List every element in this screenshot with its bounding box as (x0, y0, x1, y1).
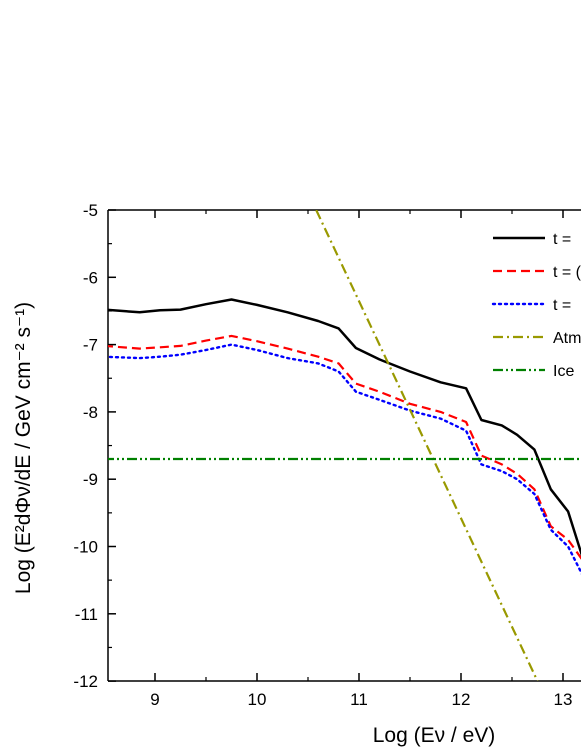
y-tick-label: -5 (83, 201, 98, 220)
series-layer (108, 210, 581, 681)
x-tick-label: 13 (554, 690, 573, 709)
y-tick-label: -6 (83, 268, 98, 287)
x-tick-label: 12 (452, 690, 471, 709)
legend-label-2: t = ( (553, 264, 581, 281)
y-tick-label: -12 (73, 672, 98, 691)
y-tick-label: -10 (73, 538, 98, 557)
legend-label-3: t = (553, 297, 571, 314)
y-tick-label: -11 (75, 605, 98, 624)
legend-label-4: Atm (553, 330, 581, 347)
plot-frame (107, 209, 581, 682)
legend-label-1: t = (553, 231, 571, 248)
legend-label-5: Ice (553, 363, 574, 380)
x-tick-label: 10 (248, 690, 267, 709)
y-tick-label: -7 (83, 336, 98, 355)
x-tick-label: 11 (350, 690, 368, 709)
y-axis-label: Log (E²dΦν/dE / GeV cm⁻² s⁻¹) (12, 302, 35, 594)
series-line-4 (315, 210, 539, 681)
series-line-3 (108, 343, 581, 575)
x-tick-label: 9 (150, 690, 159, 709)
y-tick-label: -8 (83, 403, 98, 422)
x-axis-ticks: 9 10 11 12 13 (150, 210, 572, 709)
series-line-2 (108, 334, 581, 560)
y-axis-ticks: -12 -11 -10 -9 -8 -7 -6 -5 (73, 201, 116, 691)
series-line-1 (108, 298, 581, 557)
x-axis-label: Log (Eν / eV) (373, 724, 496, 747)
legend: t = t = ( t = Atm Ice (491, 231, 581, 380)
y-tick-label: -9 (83, 470, 98, 489)
